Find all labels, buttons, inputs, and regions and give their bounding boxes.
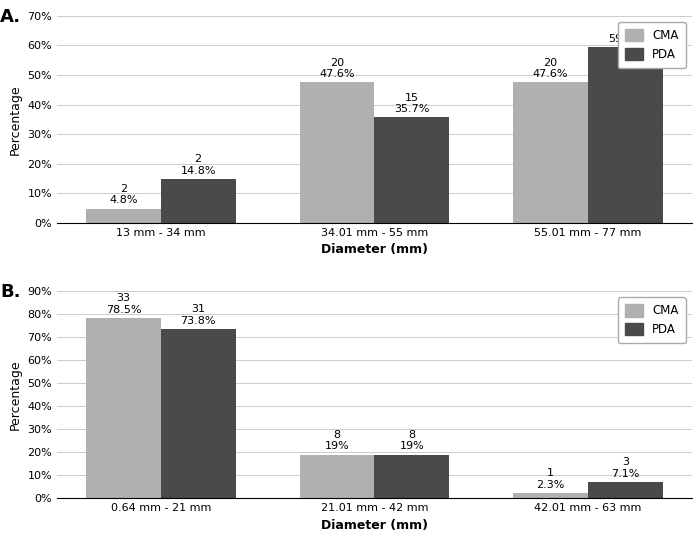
Text: 7.1%: 7.1% bbox=[611, 469, 640, 479]
Text: 20: 20 bbox=[330, 58, 344, 68]
Bar bbox=[513, 493, 588, 498]
Text: 1: 1 bbox=[547, 469, 554, 478]
Text: A.: A. bbox=[0, 8, 21, 25]
Bar bbox=[374, 117, 449, 222]
Bar bbox=[300, 82, 374, 222]
Text: 73.8%: 73.8% bbox=[181, 315, 216, 326]
Text: 25: 25 bbox=[618, 23, 633, 32]
Text: 19%: 19% bbox=[325, 442, 349, 451]
Bar bbox=[588, 47, 663, 222]
Text: 78.5%: 78.5% bbox=[106, 305, 141, 315]
Bar bbox=[588, 482, 663, 498]
Text: 31: 31 bbox=[191, 304, 205, 314]
Text: 35.7%: 35.7% bbox=[394, 104, 430, 114]
Text: 8: 8 bbox=[408, 430, 415, 440]
Text: 47.6%: 47.6% bbox=[319, 69, 355, 79]
Text: 14.8%: 14.8% bbox=[181, 166, 216, 176]
Text: 4.8%: 4.8% bbox=[109, 195, 138, 205]
Bar bbox=[374, 455, 449, 498]
Bar bbox=[300, 455, 374, 498]
Text: 2: 2 bbox=[195, 154, 202, 165]
X-axis label: Diameter (mm): Diameter (mm) bbox=[321, 518, 428, 532]
Text: 8: 8 bbox=[333, 430, 341, 440]
Bar bbox=[161, 179, 235, 222]
Text: 33: 33 bbox=[116, 293, 130, 303]
Text: 15: 15 bbox=[405, 93, 419, 103]
Text: 20: 20 bbox=[544, 58, 558, 68]
Text: 19%: 19% bbox=[400, 442, 424, 451]
Legend: CMA, PDA: CMA, PDA bbox=[618, 298, 686, 343]
X-axis label: Diameter (mm): Diameter (mm) bbox=[321, 243, 428, 256]
Bar bbox=[86, 318, 161, 498]
Y-axis label: Percentage: Percentage bbox=[9, 360, 22, 430]
Text: 2: 2 bbox=[120, 184, 127, 194]
Bar bbox=[161, 329, 235, 498]
Bar bbox=[86, 208, 161, 222]
Text: 2.3%: 2.3% bbox=[536, 480, 565, 490]
Text: 3: 3 bbox=[622, 457, 629, 468]
Legend: CMA, PDA: CMA, PDA bbox=[618, 22, 686, 68]
Text: 47.6%: 47.6% bbox=[533, 69, 568, 79]
Bar bbox=[513, 82, 588, 222]
Text: B.: B. bbox=[0, 283, 20, 301]
Text: 59.5%: 59.5% bbox=[608, 34, 643, 44]
Y-axis label: Percentage: Percentage bbox=[9, 84, 22, 154]
